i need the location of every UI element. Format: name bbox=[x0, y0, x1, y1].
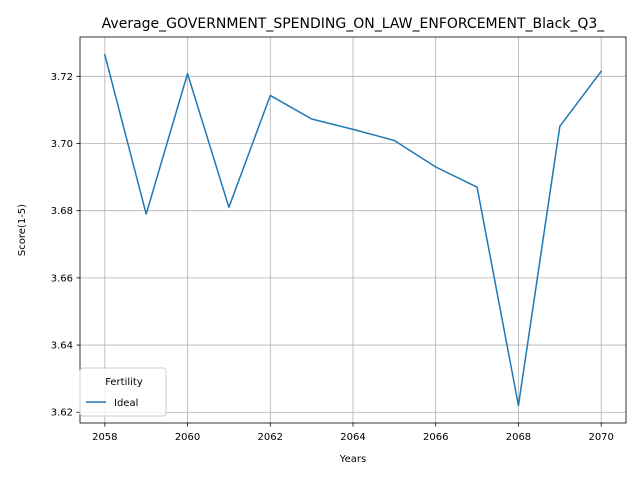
y-axis-label: Score(1-5) bbox=[17, 204, 28, 256]
x-tick-label: 2062 bbox=[258, 432, 283, 443]
x-tick-label: 2070 bbox=[588, 432, 613, 443]
x-gridlines bbox=[104, 37, 602, 423]
x-tick-label: 2060 bbox=[175, 432, 200, 443]
y-tick-label: 3.64 bbox=[51, 341, 73, 352]
y-axis-ticks: 3.62 3.64 3.66 3.68 3.70 3.72 bbox=[51, 72, 80, 419]
series-line-ideal bbox=[103, 53, 603, 407]
y-tick-label: 3.72 bbox=[51, 72, 73, 83]
x-axis-ticks: 2058 2060 2062 2064 2066 2068 2070 bbox=[92, 423, 614, 443]
x-tick-label: 2064 bbox=[340, 432, 365, 443]
legend-box bbox=[79, 367, 167, 417]
y-tick-label: 3.66 bbox=[51, 273, 73, 284]
x-axis-label: Years bbox=[339, 454, 366, 465]
y-tick-label: 3.68 bbox=[51, 206, 73, 217]
x-tick-label: 2068 bbox=[506, 432, 531, 443]
chart-title: Average_GOVERNMENT_SPENDING_ON_LAW_ENFOR… bbox=[102, 16, 606, 32]
legend-label-ideal: Ideal bbox=[114, 398, 138, 409]
y-tick-label: 3.62 bbox=[51, 408, 73, 419]
x-tick-label: 2066 bbox=[423, 432, 448, 443]
y-gridlines bbox=[80, 75, 626, 413]
x-tick-label: 2058 bbox=[92, 432, 117, 443]
legend: Fertility Ideal bbox=[79, 367, 167, 417]
series-layer bbox=[103, 53, 603, 407]
y-tick-label: 3.70 bbox=[51, 139, 73, 150]
legend-title: Fertility bbox=[105, 377, 143, 388]
